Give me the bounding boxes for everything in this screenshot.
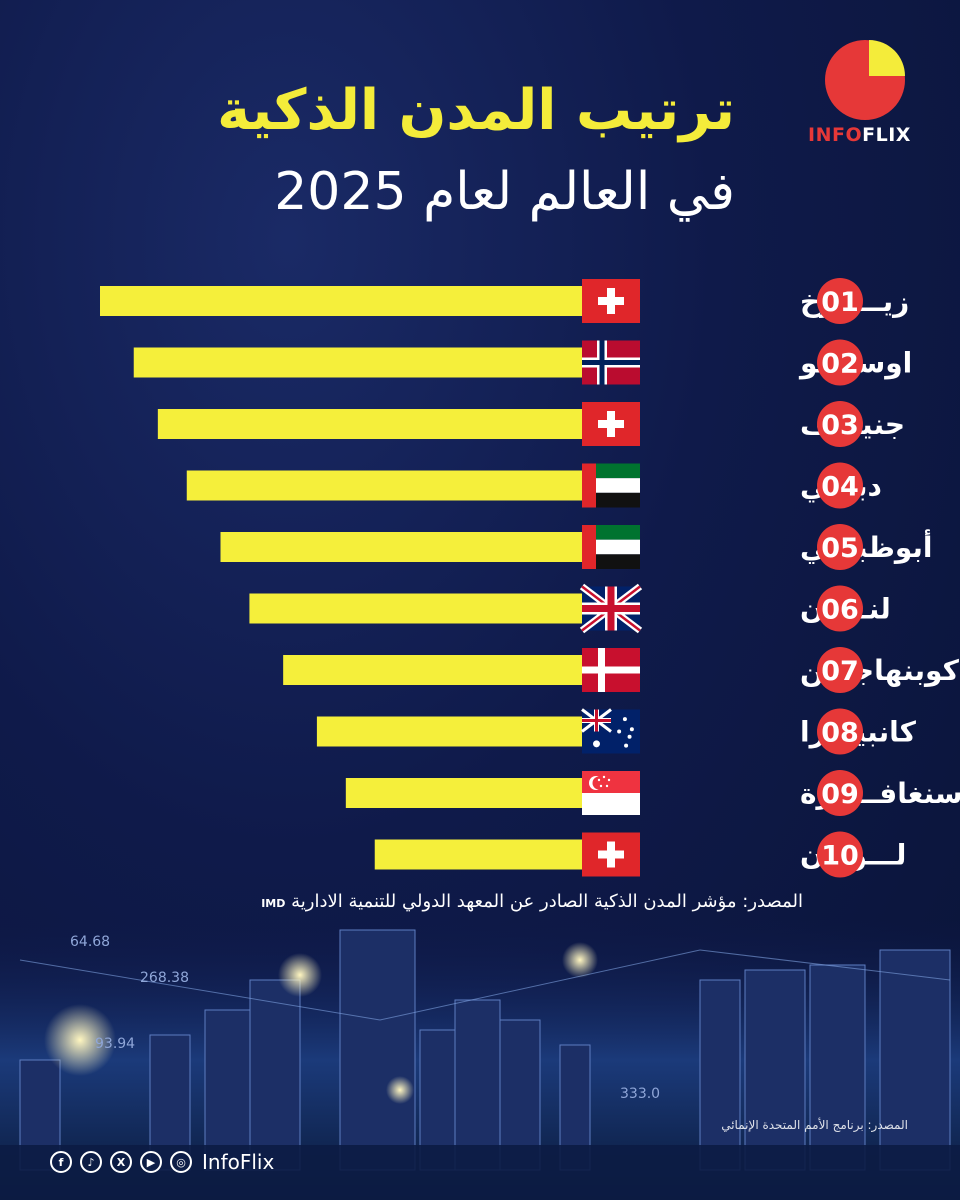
- bar-row: كانبيـــرا08: [316, 708, 917, 755]
- flag-norway-icon: [582, 340, 640, 385]
- rank-number: 01: [821, 287, 859, 318]
- rank-badge: [817, 462, 863, 509]
- rank-badge: [817, 585, 863, 632]
- image-credit: المصدر: برنامج الأمم المتحدة الإنمائي: [721, 1118, 908, 1132]
- x-icon[interactable]: X: [110, 1151, 132, 1173]
- rank-number: 08: [821, 718, 859, 749]
- logo-pie-icon: [825, 40, 905, 120]
- rank-badge: [817, 524, 863, 570]
- rank-badge: [817, 770, 863, 816]
- flag-switzerland-icon: [582, 402, 640, 446]
- bar: [100, 286, 582, 316]
- youtube-icon[interactable]: ▶: [140, 1151, 162, 1173]
- skyline-readout: 93.94: [95, 1036, 135, 1052]
- rank-badge: [817, 831, 863, 878]
- flag-denmark-icon: [582, 648, 640, 692]
- title-sub: في العالم لعام 2025: [274, 162, 735, 222]
- bar: [345, 778, 582, 808]
- flag-switzerland-icon: [582, 832, 640, 877]
- flag-uae-icon: [582, 463, 640, 508]
- flag-australia-icon: [581, 708, 640, 754]
- rank-number: 06: [821, 595, 859, 626]
- bar: [374, 839, 582, 870]
- skyline-readout: 333.0: [620, 1086, 660, 1102]
- rank-badge: [817, 278, 863, 324]
- rank-number: 09: [821, 779, 859, 810]
- rank-number: 10: [821, 841, 859, 872]
- city-skyline-image: 64.68 268.38 93.94 333.0: [0, 920, 960, 1200]
- rank-number: 03: [821, 410, 859, 441]
- skyline-readout: 64.68: [70, 934, 110, 950]
- social-bar: f ♪ X ▶ ◎ InfoFlix: [50, 1150, 274, 1174]
- tiktok-icon[interactable]: ♪: [80, 1151, 102, 1173]
- bar-row: زيـــورخ01: [100, 278, 909, 324]
- bar-row: دبـــي04: [186, 462, 882, 509]
- bar: [283, 655, 582, 685]
- flag-uae-icon: [582, 525, 640, 569]
- skyline-readout: 268.38: [140, 970, 189, 986]
- rank-badge: [817, 647, 863, 693]
- bar: [157, 409, 582, 439]
- rank-number: 07: [821, 656, 859, 687]
- rank-badge: [817, 708, 863, 755]
- logo-text: INFOFLIX: [808, 124, 911, 146]
- title-main: ترتيب المدن الذكية: [217, 78, 735, 143]
- bar-row: لـــوزان10: [374, 831, 906, 878]
- bar-row: اوسلـــو02: [133, 339, 912, 386]
- instagram-icon[interactable]: ◎: [170, 1151, 192, 1173]
- source-note: المصدر: مؤشر المدن الذكية الصادر عن المع…: [261, 891, 803, 912]
- flag-switzerland-icon: [582, 279, 640, 323]
- bar-chart: زيـــورخ01 اوسلـــو02 جنيـــف03 دبـــي04 أبو…: [100, 278, 960, 878]
- bar: [133, 347, 583, 378]
- bar: [220, 532, 582, 562]
- bar: [249, 593, 583, 624]
- rank-badge: [817, 401, 863, 447]
- rank-badge: [817, 339, 863, 386]
- bar: [186, 470, 582, 501]
- rank-number: 04: [821, 472, 859, 503]
- facebook-icon[interactable]: f: [50, 1151, 72, 1173]
- social-handle[interactable]: InfoFlix: [202, 1150, 275, 1174]
- rank-number: 05: [821, 533, 859, 564]
- rank-number: 02: [821, 349, 859, 380]
- flag-uk-icon: [579, 583, 643, 634]
- flag-singapore-icon: [582, 771, 640, 815]
- bar: [316, 716, 582, 747]
- bar-row: جنيـــف03: [157, 401, 905, 447]
- bar-row: لنـــدن06: [249, 583, 891, 634]
